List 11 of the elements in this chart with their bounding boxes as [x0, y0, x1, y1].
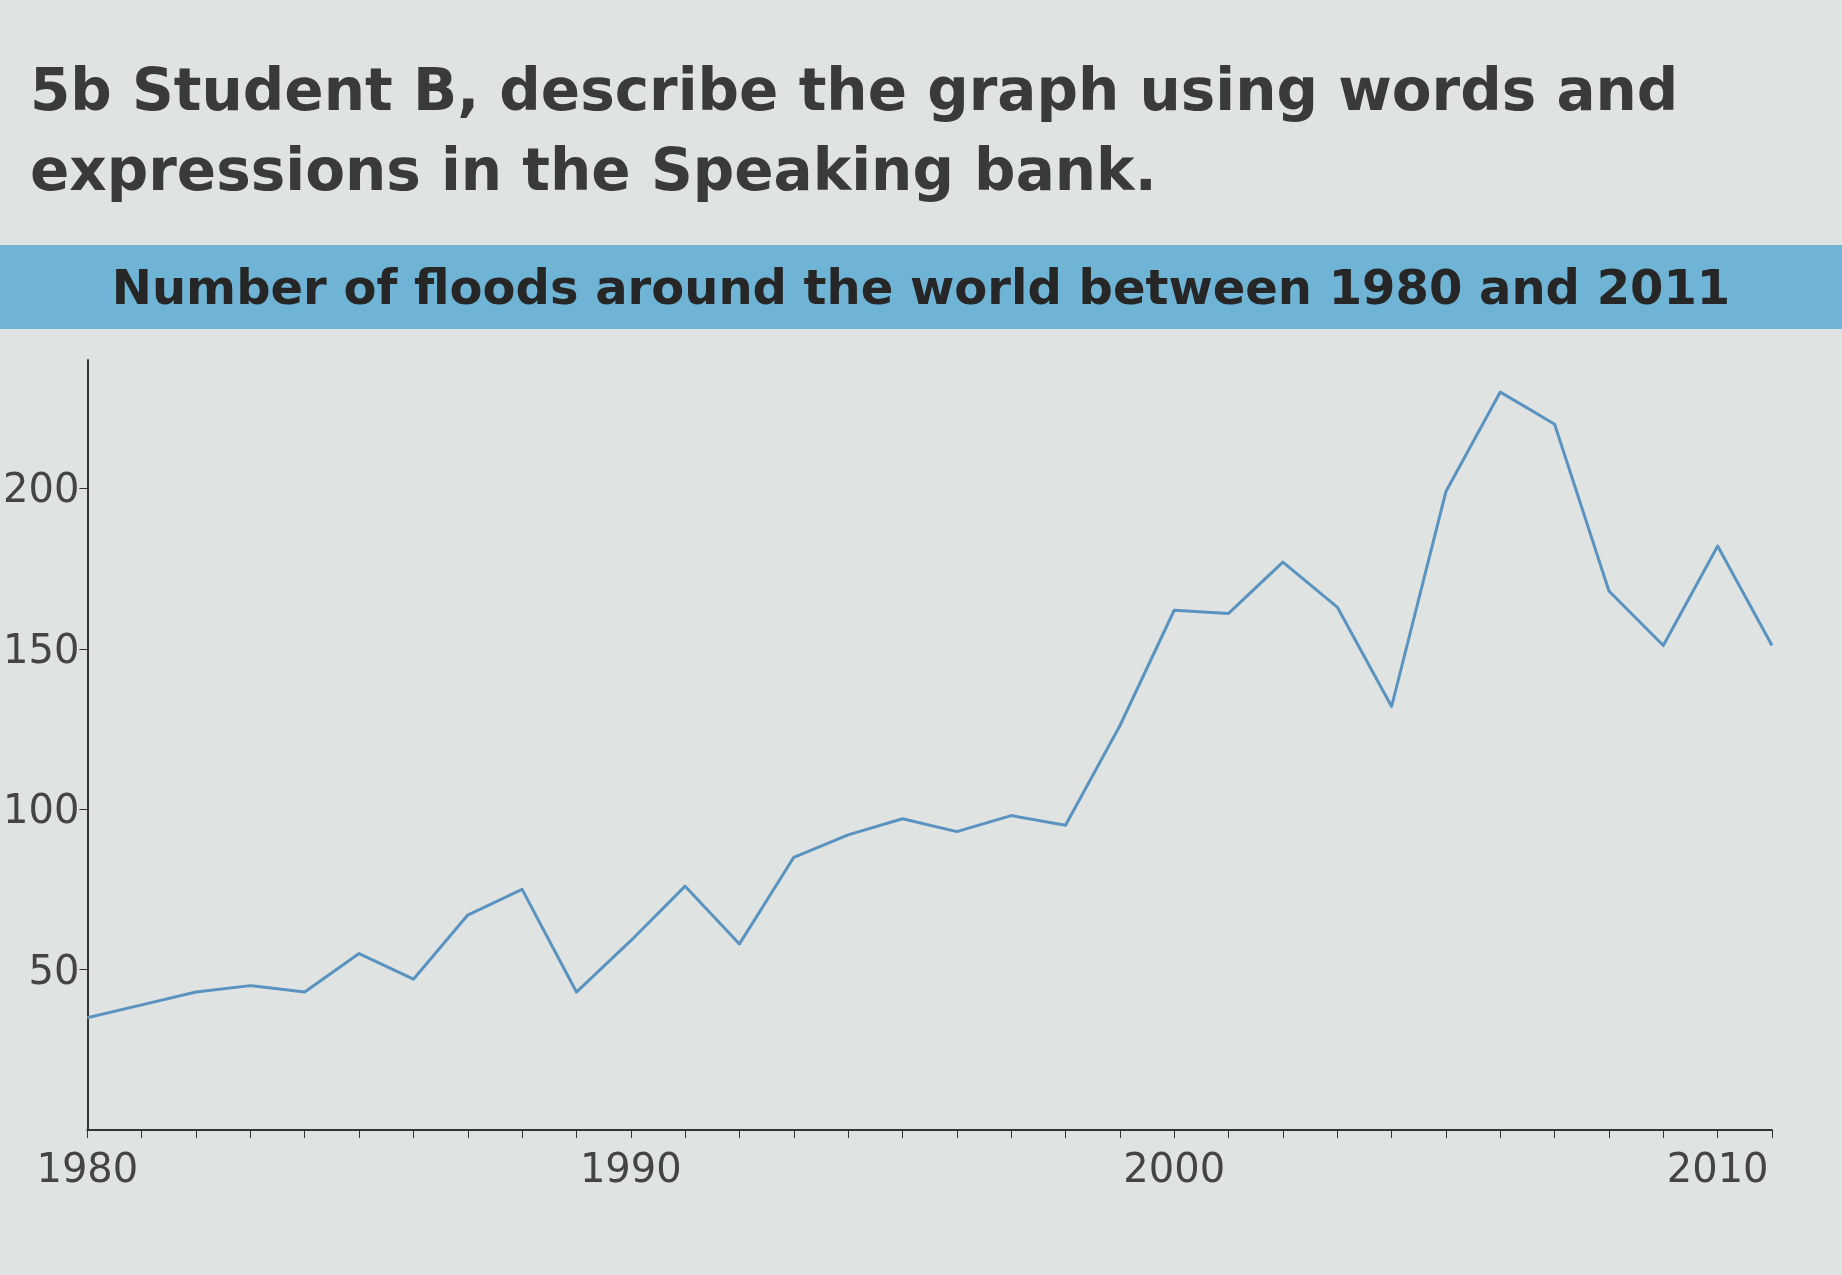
- y-tick-label: 50: [28, 946, 80, 993]
- text: 5b Student B, describe the graph using words and expressions in the Speaking bank.: [30, 56, 1699, 204]
- x-tick-label: 2010: [1666, 1145, 1769, 1191]
- x-tick-label: 2000: [1123, 1145, 1226, 1191]
- x-tick-label: 1980: [36, 1145, 139, 1191]
- x-tick-label: 1990: [579, 1145, 682, 1191]
- y-tick-label: 200: [2, 465, 80, 512]
- y-tick-label: 100: [2, 786, 80, 833]
- line-series: [85, 390, 1774, 1020]
- y-tick-label: 150: [2, 625, 80, 672]
- chart-title: Number of floods around the world between 1980 and 2011: [111, 259, 1731, 315]
